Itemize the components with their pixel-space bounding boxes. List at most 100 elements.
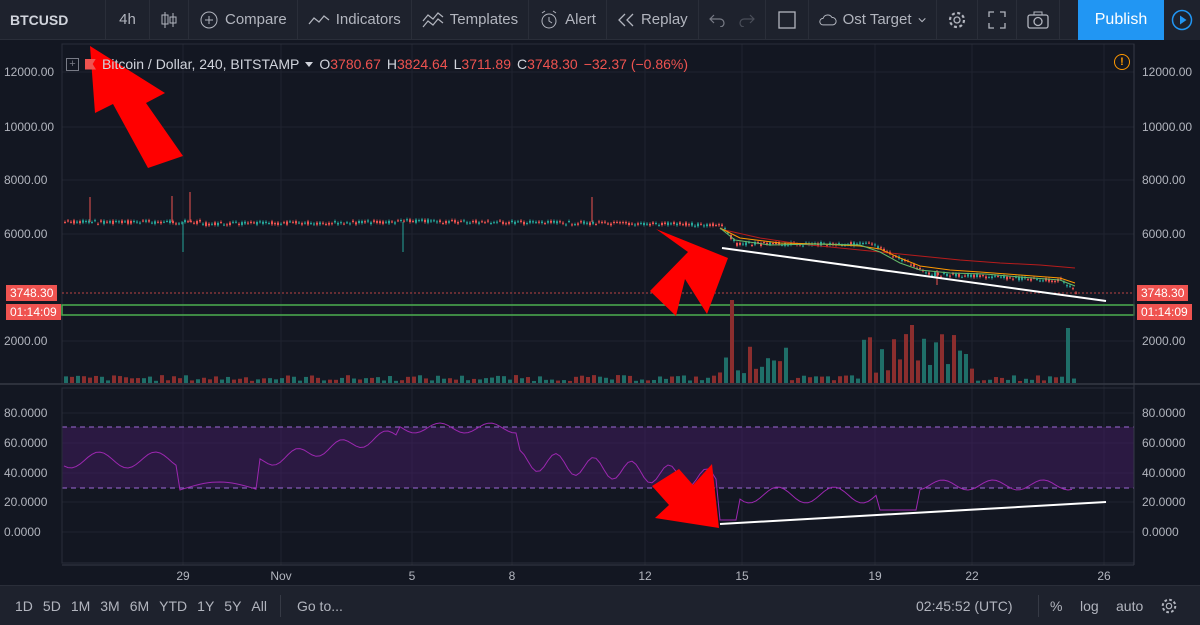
- range-button-1m[interactable]: 1M: [70, 597, 91, 614]
- fullscreen-toggle-button[interactable]: [766, 0, 809, 40]
- price-tick-label[interactable]: 12000.00: [1142, 65, 1192, 79]
- candle-body: [580, 221, 582, 223]
- range-button-1y[interactable]: 1Y: [197, 597, 215, 614]
- time-tick-label[interactable]: 26: [1097, 569, 1111, 583]
- range-button-5d[interactable]: 5D: [42, 597, 61, 614]
- goto-date-button[interactable]: Go to...: [296, 597, 343, 614]
- play-button[interactable]: [1164, 0, 1200, 40]
- replay-button[interactable]: Replay: [607, 0, 699, 40]
- candle-body: [445, 221, 447, 224]
- percent-scale-toggle[interactable]: %: [1050, 597, 1063, 614]
- current-price-tag-left: 3748.30: [6, 285, 58, 301]
- utc-clock[interactable]: 02:45:52 (UTC): [916, 597, 1013, 614]
- legend-symbol-name[interactable]: Bitcoin / Dollar, 240, BITSTAMP: [102, 56, 300, 72]
- candle-body: [562, 222, 564, 224]
- volume-bar: [598, 376, 602, 383]
- time-axis[interactable]: 29 Nov 5 8 12 15 19 22 26: [176, 569, 1111, 583]
- caret-down-icon[interactable]: [305, 61, 314, 67]
- time-tick-label[interactable]: 29: [176, 569, 190, 583]
- candle-body: [583, 221, 585, 224]
- volume-bar: [928, 364, 932, 383]
- price-tick-label[interactable]: 6000.00: [1142, 227, 1186, 241]
- alert-button[interactable]: Alert: [529, 0, 607, 40]
- chart-type-button[interactable]: [150, 0, 189, 40]
- candle-body: [1021, 276, 1023, 280]
- compare-button[interactable]: Compare: [189, 0, 298, 40]
- legend-collapse-icon[interactable]: +: [66, 57, 79, 71]
- candle-body: [313, 223, 315, 225]
- price-axis-right[interactable]: 12000.00 10000.00 8000.00 6000.00 2000.00: [1142, 65, 1192, 348]
- candle-body: [883, 248, 885, 251]
- volume-bar: [1036, 375, 1040, 383]
- rsi-trendline: [719, 501, 1107, 525]
- candle-body: [868, 242, 870, 244]
- volume-bar: [100, 376, 104, 383]
- candle-body: [985, 276, 987, 279]
- rsi-axis-left: 80.0000 60.0000 40.0000 20.0000 0.0000: [4, 406, 48, 539]
- time-tick-label[interactable]: 19: [868, 569, 882, 583]
- candle-body: [169, 220, 171, 223]
- candle-body: [457, 222, 459, 224]
- range-button-all[interactable]: All: [251, 597, 267, 614]
- time-tick-label[interactable]: 5: [409, 569, 416, 583]
- rsi-tick-label[interactable]: 40.0000: [1142, 466, 1186, 480]
- snapshot-button[interactable]: [1017, 0, 1060, 40]
- redo-icon[interactable]: [739, 13, 755, 27]
- range-button-1d[interactable]: 1D: [15, 597, 33, 614]
- settings-button[interactable]: [937, 0, 978, 40]
- price-chart[interactable]: 12000.00 10000.00 8000.00 6000.00 2000.00 12…: [0, 40, 1200, 585]
- rsi-axis-right[interactable]: 80.0000 60.0000 40.0000 20.0000 0.0000: [1142, 406, 1186, 539]
- rsi-tick-label[interactable]: 0.0000: [1142, 525, 1179, 539]
- candle-body: [283, 222, 285, 224]
- symbol-search-button[interactable]: BTCUSD: [0, 0, 106, 40]
- candle-body: [310, 222, 312, 224]
- price-tick-label[interactable]: 2000.00: [1142, 334, 1186, 348]
- range-button-3m[interactable]: 3M: [100, 597, 120, 614]
- rsi-tick-label: 40.0000: [4, 466, 48, 480]
- data-problem-icon[interactable]: !: [1114, 54, 1130, 70]
- time-tick-label[interactable]: 22: [965, 569, 979, 583]
- time-tick-label[interactable]: 15: [735, 569, 749, 583]
- rsi-tick-label[interactable]: 80.0000: [1142, 406, 1186, 420]
- templates-button[interactable]: Templates: [412, 0, 530, 40]
- volume-bar: [232, 379, 236, 383]
- volume-bar: [1054, 377, 1058, 383]
- volume-bar: [688, 380, 692, 383]
- auto-scale-toggle[interactable]: auto: [1116, 597, 1144, 614]
- price-tick-label[interactable]: 8000.00: [1142, 173, 1186, 187]
- candle-body: [1018, 276, 1020, 281]
- indicators-button[interactable]: Indicators: [298, 0, 412, 40]
- rsi-tick-label[interactable]: 60.0000: [1142, 436, 1186, 450]
- price-tick-label[interactable]: 10000.00: [1142, 120, 1192, 134]
- range-button-6m[interactable]: 6M: [129, 597, 150, 614]
- time-tick-label[interactable]: 8: [509, 569, 516, 583]
- volume-bar: [346, 375, 350, 383]
- undo-icon[interactable]: [708, 13, 725, 27]
- candle-body: [448, 221, 450, 223]
- volume-bar: [280, 378, 284, 383]
- candle-body: [493, 222, 495, 224]
- volume-bar: [358, 379, 362, 383]
- volume-bar: [82, 376, 86, 383]
- volume-bar: [64, 376, 68, 383]
- candle-body: [199, 220, 201, 222]
- range-button-ytd[interactable]: YTD: [159, 597, 188, 614]
- volume-bar: [166, 380, 170, 383]
- rsi-tick-label[interactable]: 20.0000: [1142, 495, 1186, 509]
- time-tick-label[interactable]: Nov: [270, 569, 291, 583]
- candle-body: [772, 243, 774, 245]
- publish-button[interactable]: Publish: [1078, 0, 1164, 40]
- range-button-5y[interactable]: 5Y: [224, 597, 242, 614]
- volume-bar: [1024, 378, 1028, 383]
- layout-dropdown[interactable]: Ost Target: [809, 0, 937, 40]
- time-tick-label[interactable]: 12: [638, 569, 652, 583]
- gear-icon[interactable]: [1160, 597, 1178, 615]
- interval-button[interactable]: 4h: [106, 0, 150, 40]
- fullscreen-button[interactable]: [978, 0, 1017, 40]
- candle-body: [427, 219, 429, 223]
- candle-body: [715, 225, 717, 227]
- flag-icon[interactable]: [85, 58, 96, 70]
- candle-body: [373, 220, 375, 222]
- log-scale-toggle[interactable]: log: [1080, 597, 1099, 614]
- candle-body: [100, 220, 102, 222]
